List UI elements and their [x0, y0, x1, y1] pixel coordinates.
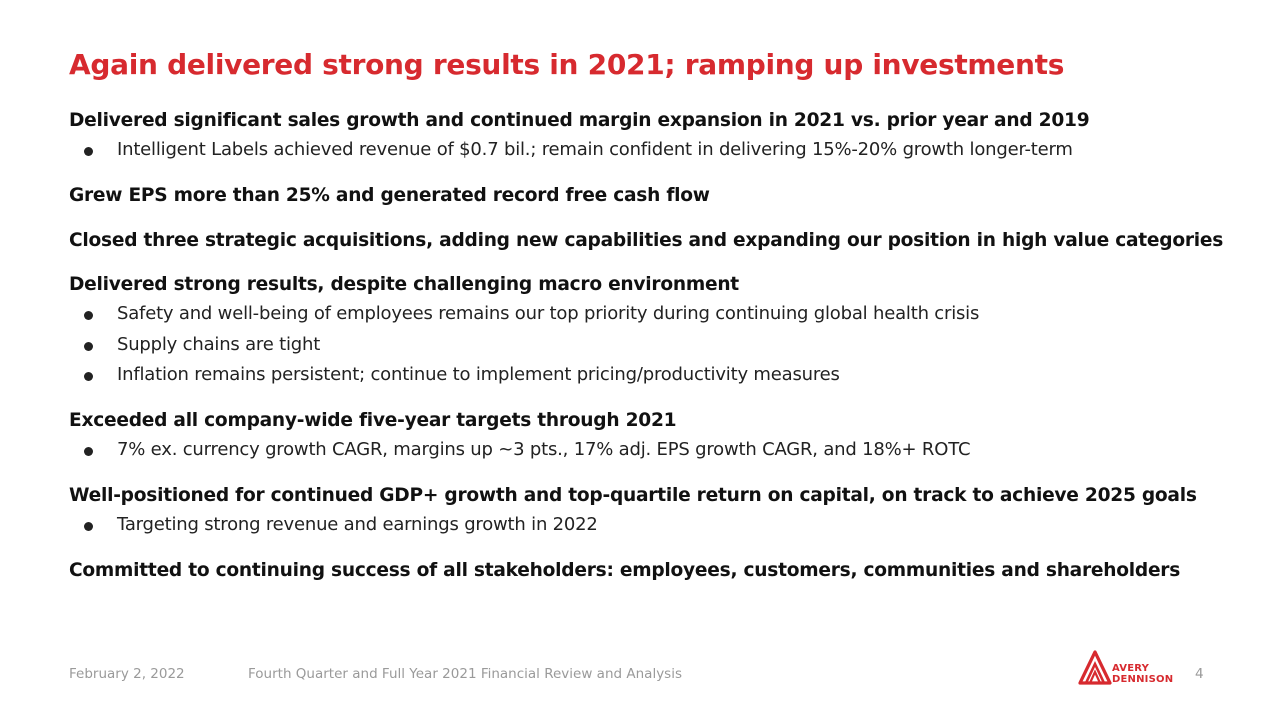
bullet-dot-icon	[84, 311, 93, 320]
bullet-item: Supply chains are tight	[69, 330, 1259, 361]
section-heading: Well-positioned for continued GDP+ growt…	[69, 485, 1197, 506]
company-logo: AVERY DENNISON	[1078, 650, 1188, 690]
bullet-dot-icon	[84, 372, 93, 381]
bullet-text: 7% ex. currency growth CAGR, margins up …	[117, 439, 971, 460]
section: Well-positioned for continued GDP+ growt…	[69, 481, 1259, 541]
bullet-dot-icon	[84, 522, 93, 531]
section: Closed three strategic acquisitions, add…	[69, 226, 1259, 255]
bullet-item: 7% ex. currency growth CAGR, margins up …	[69, 435, 1259, 466]
bullet-text: Safety and well-being of employees remai…	[117, 303, 980, 324]
bullet-dot-icon	[84, 341, 93, 351]
bullet-item: Inflation remains persistent; continue t…	[69, 360, 1259, 391]
bullet-text: Supply chains are tight	[117, 333, 321, 355]
avery-dennison-logo-icon	[1078, 650, 1112, 685]
section-heading: Delivered strong results, despite challe…	[69, 274, 739, 295]
section: Grew EPS more than 25% and generated rec…	[69, 181, 1259, 210]
section: Delivered strong results, despite challe…	[69, 270, 1259, 391]
logo-wordmark-line1: AVERY	[1112, 663, 1150, 674]
section-heading: Exceeded all company-wide five-year targ…	[69, 410, 677, 431]
bullet-dot-icon	[84, 447, 93, 456]
bullet-text: Intelligent Labels achieved revenue of $…	[117, 139, 1073, 160]
bullet-dot-icon	[84, 147, 93, 156]
section: Committed to continuing success of all s…	[69, 556, 1259, 585]
footer-subtitle: Fourth Quarter and Full Year 2021 Financ…	[248, 666, 682, 682]
section-heading: Delivered significant sales growth and c…	[69, 110, 1090, 131]
bullet-item: Intelligent Labels achieved revenue of $…	[69, 135, 1259, 166]
section-heading: Grew EPS more than 25% and generated rec…	[69, 185, 710, 206]
section-heading: Closed three strategic acquisitions, add…	[69, 229, 1224, 251]
bullet-item: Targeting strong revenue and earnings gr…	[69, 510, 1259, 541]
section: Exceeded all company-wide five-year targ…	[69, 406, 1259, 466]
bullet-text: Targeting strong revenue and earnings gr…	[117, 514, 598, 535]
footer-date: February 2, 2022	[69, 666, 185, 682]
bullet-text: Inflation remains persistent; continue t…	[117, 364, 840, 385]
page-number: 4	[1195, 666, 1204, 682]
bullet-item: Safety and well-being of employees remai…	[69, 299, 1259, 330]
section-heading: Committed to continuing success of all s…	[69, 560, 1181, 581]
slide-content: Delivered significant sales growth and c…	[69, 106, 1259, 601]
section: Delivered significant sales growth and c…	[69, 106, 1259, 166]
logo-wordmark-line2: DENNISON	[1112, 674, 1174, 685]
slide-title: Again delivered strong results in 2021; …	[69, 48, 1065, 81]
